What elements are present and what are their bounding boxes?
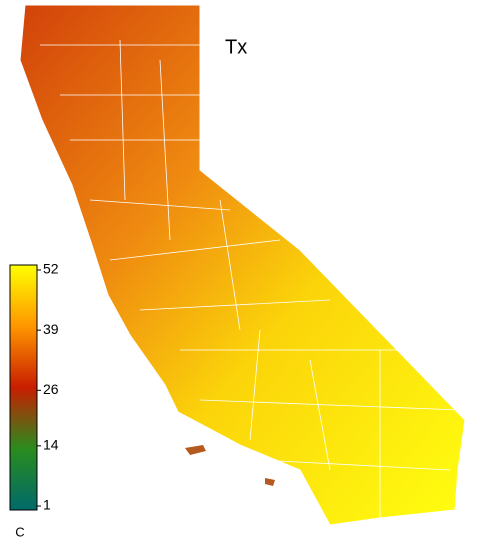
colorbar-tick-label: 52	[43, 261, 59, 277]
colorbar-unit: C	[15, 524, 24, 539]
california-shape	[19, 4, 466, 526]
colorbar-tick-label: 39	[43, 321, 59, 337]
map-title: Tx	[225, 36, 247, 58]
colorbar	[9, 264, 38, 511]
colorbar-tick-label: 14	[43, 437, 59, 453]
colorbar-tick-label: 1	[43, 497, 51, 513]
county-lines	[40, 39, 461, 520]
colorbar-tick-label: 26	[43, 381, 59, 397]
channel-islands	[185, 445, 275, 486]
colorbar-ticks: 52 39 26 14 1	[37, 261, 59, 513]
